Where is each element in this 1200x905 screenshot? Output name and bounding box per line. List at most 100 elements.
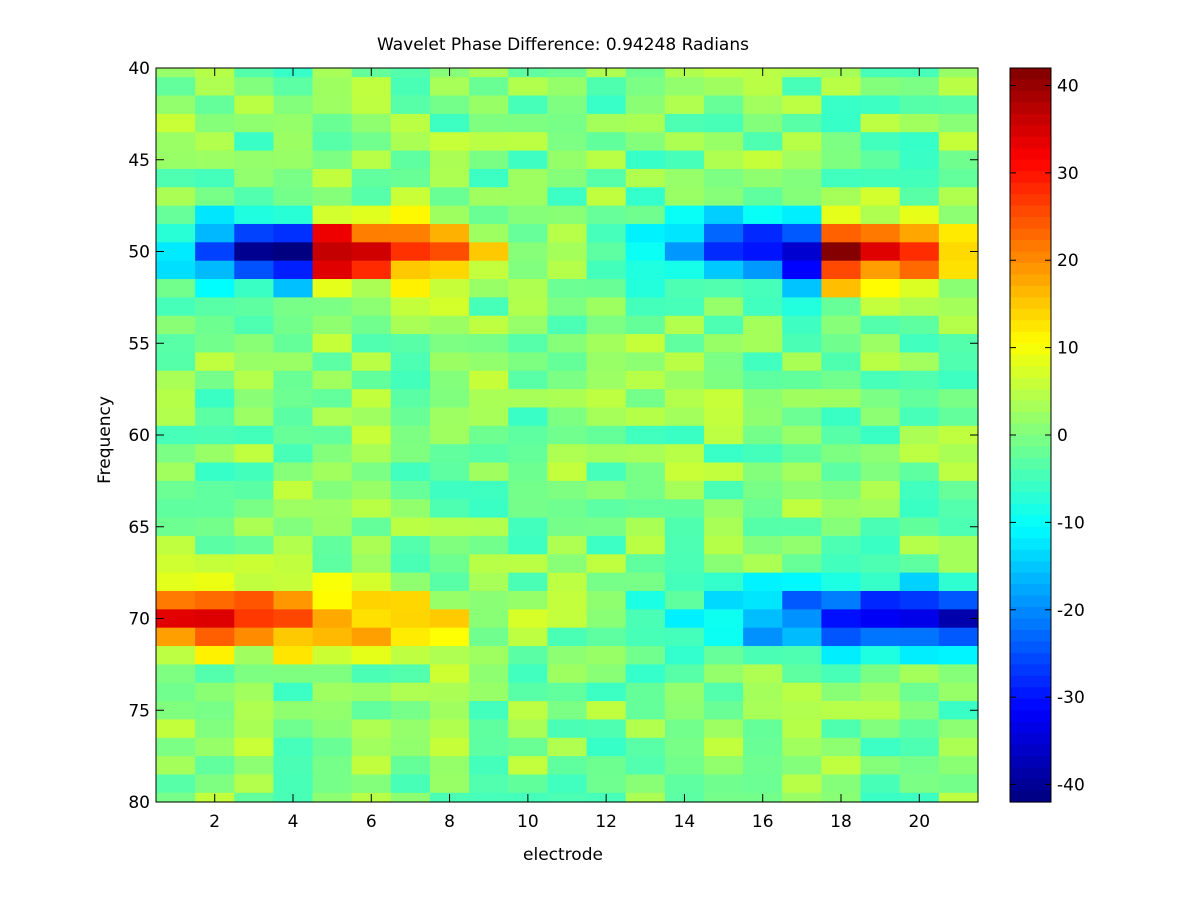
heatmap-cell bbox=[938, 95, 979, 115]
heatmap-cell bbox=[899, 664, 940, 684]
colorbar-band bbox=[1010, 113, 1051, 126]
heatmap-cell bbox=[547, 352, 588, 372]
heatmap-cell bbox=[899, 535, 940, 555]
heatmap-cell bbox=[821, 664, 862, 684]
heatmap-cell bbox=[508, 444, 549, 464]
heatmap-cell bbox=[625, 425, 666, 445]
heatmap-cell bbox=[899, 554, 940, 574]
heatmap-cell bbox=[586, 370, 627, 390]
heatmap-cell bbox=[821, 279, 862, 298]
heatmap-cell bbox=[625, 774, 666, 794]
colorbar-band bbox=[1010, 595, 1051, 608]
heatmap-cell bbox=[390, 554, 431, 574]
y-axis-ticks: 40 45 50 55 60 65 70 75 80 bbox=[128, 59, 978, 813]
heatmap-cell bbox=[938, 352, 979, 372]
heatmap-cell bbox=[704, 352, 744, 372]
heatmap-cell bbox=[390, 352, 431, 372]
heatmap-cell bbox=[625, 535, 666, 555]
heatmap-cell bbox=[469, 627, 509, 647]
heatmap-cell bbox=[860, 701, 901, 721]
heatmap-cell bbox=[469, 572, 509, 592]
heatmap-cell bbox=[821, 77, 862, 97]
heatmap-cell bbox=[469, 554, 509, 574]
heatmap-cell bbox=[390, 132, 431, 152]
heatmap-cell bbox=[390, 646, 431, 665]
heatmap-cell bbox=[234, 590, 275, 610]
heatmap-cell bbox=[508, 535, 549, 555]
heatmap-cell bbox=[273, 370, 314, 390]
heatmap-cell bbox=[430, 554, 470, 574]
heatmap-cell bbox=[743, 279, 783, 298]
heatmap-cell bbox=[821, 480, 862, 500]
heatmap-cell bbox=[860, 462, 901, 482]
heatmap-cell bbox=[821, 609, 862, 629]
heatmap-cell bbox=[821, 499, 862, 519]
heatmap-cell bbox=[899, 480, 940, 500]
heatmap-cell bbox=[899, 352, 940, 372]
heatmap-cell bbox=[312, 572, 353, 592]
heatmap-cell bbox=[547, 719, 588, 739]
heatmap-cell bbox=[860, 113, 901, 133]
heatmap-cell bbox=[469, 315, 509, 335]
heatmap-cell bbox=[508, 279, 549, 298]
heatmap-cell bbox=[664, 554, 705, 574]
heatmap-cell bbox=[469, 517, 509, 537]
heatmap-cell bbox=[156, 260, 196, 280]
heatmap-cell bbox=[312, 554, 353, 574]
heatmap-cell bbox=[508, 462, 549, 482]
heatmap-cell bbox=[312, 352, 353, 372]
heatmap-cell bbox=[195, 627, 235, 647]
heatmap-cell bbox=[234, 77, 275, 97]
heatmap-cell bbox=[938, 260, 979, 280]
heatmap-cell bbox=[586, 223, 627, 243]
heatmap-cell bbox=[704, 260, 744, 280]
heatmap-cell bbox=[664, 535, 705, 555]
heatmap-cell bbox=[273, 499, 314, 519]
heatmap-cell bbox=[195, 389, 235, 409]
heatmap-cell bbox=[469, 646, 509, 665]
heatmap-cell bbox=[234, 701, 275, 721]
heatmap-cell bbox=[195, 113, 235, 133]
heatmap-cell bbox=[743, 646, 783, 665]
heatmap-cell bbox=[782, 223, 823, 243]
heatmap-cell bbox=[743, 187, 783, 207]
heatmap-cell bbox=[704, 719, 744, 739]
heatmap-cell bbox=[899, 315, 940, 335]
heatmap-cell bbox=[938, 664, 979, 684]
heatmap-cell bbox=[195, 223, 235, 243]
heatmap-cell bbox=[469, 774, 509, 794]
heatmap-cell bbox=[625, 407, 666, 427]
heatmap-cell bbox=[234, 168, 275, 188]
heatmap-cell bbox=[664, 444, 705, 464]
heatmap-cell bbox=[195, 756, 235, 776]
colorbar-band bbox=[1010, 733, 1051, 746]
heatmap-cell bbox=[547, 150, 588, 170]
heatmap-cell bbox=[469, 150, 509, 170]
heatmap-cell bbox=[430, 535, 470, 555]
heatmap-cell bbox=[390, 792, 431, 803]
heatmap-cell bbox=[586, 95, 627, 115]
heatmap-cell bbox=[938, 535, 979, 555]
heatmap-cell bbox=[704, 664, 744, 684]
heatmap-cell bbox=[899, 609, 940, 629]
heatmap-cell bbox=[469, 95, 509, 115]
heatmap-cell bbox=[586, 701, 627, 721]
heatmap-cell bbox=[430, 572, 470, 592]
y-tick-label: 65 bbox=[128, 518, 150, 538]
heatmap-cell bbox=[664, 113, 705, 133]
heatmap-cell bbox=[938, 554, 979, 574]
heatmap-cell bbox=[156, 517, 196, 537]
heatmap-cell bbox=[821, 517, 862, 537]
heatmap-cell bbox=[156, 719, 196, 739]
colorbar-band bbox=[1010, 297, 1051, 310]
heatmap-cell bbox=[860, 260, 901, 280]
heatmap-cell bbox=[195, 517, 235, 537]
colorbar-ticks: -40 -30 -20 -10 0 10 20 30 40 bbox=[1010, 76, 1085, 796]
y-tick-label: 50 bbox=[128, 243, 150, 263]
colorbar-band bbox=[1010, 90, 1051, 104]
heatmap-cell bbox=[351, 701, 392, 721]
heatmap-cell bbox=[743, 756, 783, 776]
x-tick-label: 6 bbox=[366, 812, 377, 832]
heatmap-cell bbox=[430, 297, 470, 317]
colorbar-band bbox=[1010, 469, 1051, 482]
